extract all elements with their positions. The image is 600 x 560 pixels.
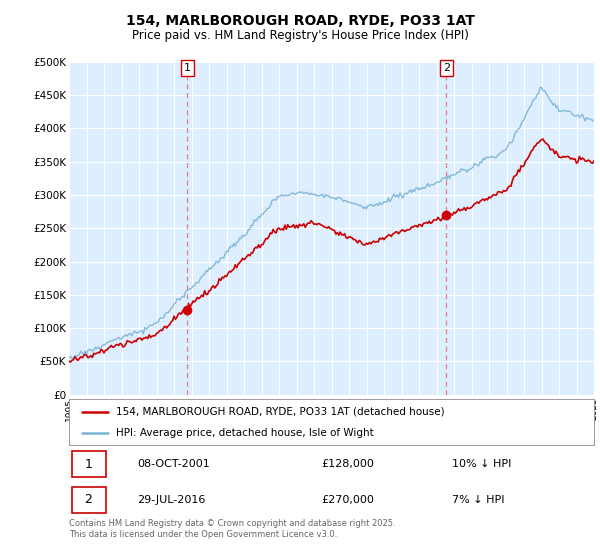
Text: £128,000: £128,000: [321, 459, 374, 469]
Text: 08-OCT-2001: 08-OCT-2001: [137, 459, 210, 469]
Text: 1: 1: [85, 458, 92, 471]
Text: Contains HM Land Registry data © Crown copyright and database right 2025.
This d: Contains HM Land Registry data © Crown c…: [69, 519, 395, 539]
FancyBboxPatch shape: [71, 487, 106, 512]
Text: 29-JUL-2016: 29-JUL-2016: [137, 494, 206, 505]
Text: 7% ↓ HPI: 7% ↓ HPI: [452, 494, 505, 505]
Text: £270,000: £270,000: [321, 494, 374, 505]
Text: 154, MARLBOROUGH ROAD, RYDE, PO33 1AT (detached house): 154, MARLBOROUGH ROAD, RYDE, PO33 1AT (d…: [116, 407, 445, 417]
FancyBboxPatch shape: [71, 451, 106, 477]
Text: 10% ↓ HPI: 10% ↓ HPI: [452, 459, 512, 469]
Text: 2: 2: [85, 493, 92, 506]
Text: HPI: Average price, detached house, Isle of Wight: HPI: Average price, detached house, Isle…: [116, 428, 374, 438]
Text: 2: 2: [443, 63, 450, 73]
Text: 154, MARLBOROUGH ROAD, RYDE, PO33 1AT: 154, MARLBOROUGH ROAD, RYDE, PO33 1AT: [125, 14, 475, 28]
Text: 1: 1: [184, 63, 191, 73]
Text: Price paid vs. HM Land Registry's House Price Index (HPI): Price paid vs. HM Land Registry's House …: [131, 29, 469, 42]
